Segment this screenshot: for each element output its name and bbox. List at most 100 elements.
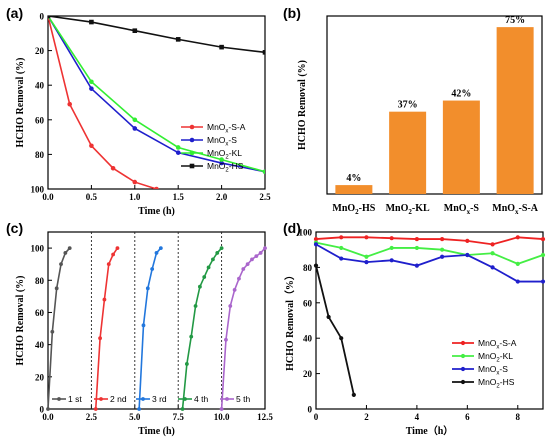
legend-entry: MnOx-S <box>478 364 508 376</box>
data-point <box>254 254 259 259</box>
data-point <box>313 263 319 268</box>
data-point <box>515 235 520 240</box>
y-tick-label: 80 <box>35 150 45 160</box>
series-1 <box>48 16 265 174</box>
y-tick-label: 80 <box>303 263 313 273</box>
data-point <box>389 236 394 241</box>
x-tick-label: 2 <box>364 412 369 422</box>
data-point <box>237 276 241 281</box>
data-point <box>490 265 495 270</box>
series-3 <box>48 16 265 55</box>
data-point <box>89 79 94 85</box>
category-label: MnO2-HS <box>332 203 375 216</box>
x-tick-label: 5.0 <box>129 412 141 422</box>
data-point <box>339 336 344 341</box>
data-point <box>241 267 246 271</box>
data-point <box>258 251 263 255</box>
bar-value-label: 37% <box>398 100 418 111</box>
data-point <box>313 242 319 247</box>
panel-d-frame <box>315 231 544 410</box>
y-tick-label: 100 <box>299 228 313 238</box>
panel-a-label: (a) <box>6 5 23 21</box>
data-point <box>515 279 520 284</box>
data-point <box>245 262 250 267</box>
data-point <box>184 362 189 366</box>
legend-marker <box>189 124 195 130</box>
x-axis-label: Time（h） <box>406 424 454 437</box>
series-3 <box>180 246 224 411</box>
data-point <box>46 407 50 411</box>
y-tick-label: 80 <box>35 276 45 286</box>
x-tick-label: 4 <box>415 412 420 422</box>
series-line <box>48 16 265 173</box>
series-2 <box>313 242 546 284</box>
data-point <box>150 267 155 271</box>
data-point <box>219 407 224 411</box>
y-tick-label: 60 <box>35 115 45 125</box>
y-tick-label: 40 <box>303 334 313 344</box>
data-point <box>132 117 138 123</box>
series-line <box>94 247 119 410</box>
data-point <box>262 169 265 174</box>
data-point <box>250 257 254 262</box>
data-point <box>198 284 202 289</box>
y-tick-label: 40 <box>35 340 45 350</box>
data-point <box>219 160 224 166</box>
data-point <box>154 186 159 189</box>
data-point <box>202 275 207 279</box>
x-tick-label: 1.5 <box>173 192 185 202</box>
data-point <box>211 257 215 262</box>
data-point <box>111 252 115 257</box>
data-point <box>389 258 394 263</box>
series-line <box>181 247 223 410</box>
x-tick-label: 0.0 <box>42 192 54 202</box>
series-line <box>315 236 544 246</box>
legend-marker <box>141 397 145 401</box>
y-tick-label: 100 <box>31 185 45 195</box>
x-tick-label: 1.0 <box>129 192 141 202</box>
category-label: MnO2-KL <box>386 203 430 216</box>
data-point <box>106 262 111 267</box>
series-line <box>48 16 157 189</box>
bar <box>496 27 534 194</box>
x-tick-label: 2.5 <box>86 412 98 422</box>
bar <box>389 111 427 194</box>
data-point <box>440 247 445 252</box>
data-point <box>132 179 138 185</box>
x-axis-label: Time (h) <box>138 206 175 217</box>
data-point <box>389 245 394 251</box>
x-tick-label: 7.5 <box>173 412 185 422</box>
data-point <box>215 251 220 255</box>
data-point <box>93 407 98 411</box>
data-point <box>158 246 163 250</box>
x-tick-label: 0.0 <box>42 412 54 422</box>
x-tick-label: 10.0 <box>214 412 230 422</box>
data-point <box>224 337 228 342</box>
series-4 <box>219 246 267 411</box>
data-point <box>48 16 51 19</box>
x-tick-label: 8 <box>516 412 521 422</box>
legend-entry: MnOx-S <box>207 135 237 147</box>
data-point <box>465 238 470 243</box>
data-point <box>132 126 138 131</box>
x-axis-label: Time (h) <box>138 426 175 437</box>
data-point <box>89 143 94 149</box>
series-0 <box>46 246 72 411</box>
x-tick-label: 2.0 <box>216 192 228 202</box>
data-point <box>219 246 224 250</box>
y-tick-label: 60 <box>303 298 313 308</box>
data-point <box>59 262 63 267</box>
panel-d-label: (d) <box>283 220 301 236</box>
legend-marker <box>57 397 61 401</box>
data-point <box>364 259 369 265</box>
legend-marker <box>460 366 466 372</box>
data-point <box>440 254 445 259</box>
legend-marker <box>189 137 195 143</box>
series-line <box>220 247 266 410</box>
series-2 <box>137 246 163 411</box>
series-line <box>138 247 162 410</box>
data-point <box>490 242 495 247</box>
x-tick-label: 12.5 <box>257 412 273 422</box>
data-point <box>141 323 146 328</box>
